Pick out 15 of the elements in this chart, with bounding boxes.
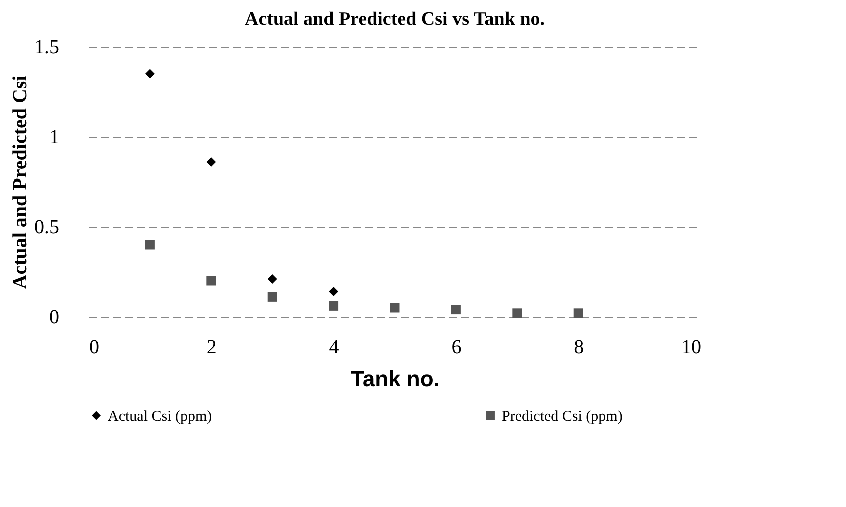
- y-tick-label: 0.5: [34, 216, 60, 238]
- x-tick-label: 6: [452, 336, 462, 358]
- x-tick-label: 8: [574, 336, 584, 358]
- x-tick-label: 4: [329, 336, 340, 358]
- x-tick-label: 2: [206, 336, 217, 358]
- chart-title: Actual and Predicted Csi vs Tank no.: [244, 9, 546, 30]
- y-tick-label: 1: [50, 126, 60, 148]
- y-axis-title: Actual and Predicted Csi: [10, 75, 32, 290]
- x-tick-label: 0: [90, 336, 100, 358]
- legend-label: Actual Csi (ppm): [108, 408, 212, 425]
- y-tick-label: 0: [50, 306, 60, 328]
- legend-label: Predicted Csi (ppm): [502, 408, 623, 425]
- y-tick-label: 1.5: [34, 36, 60, 58]
- x-tick-label: 10: [682, 336, 702, 358]
- x-axis-title: Tank no.: [351, 366, 440, 392]
